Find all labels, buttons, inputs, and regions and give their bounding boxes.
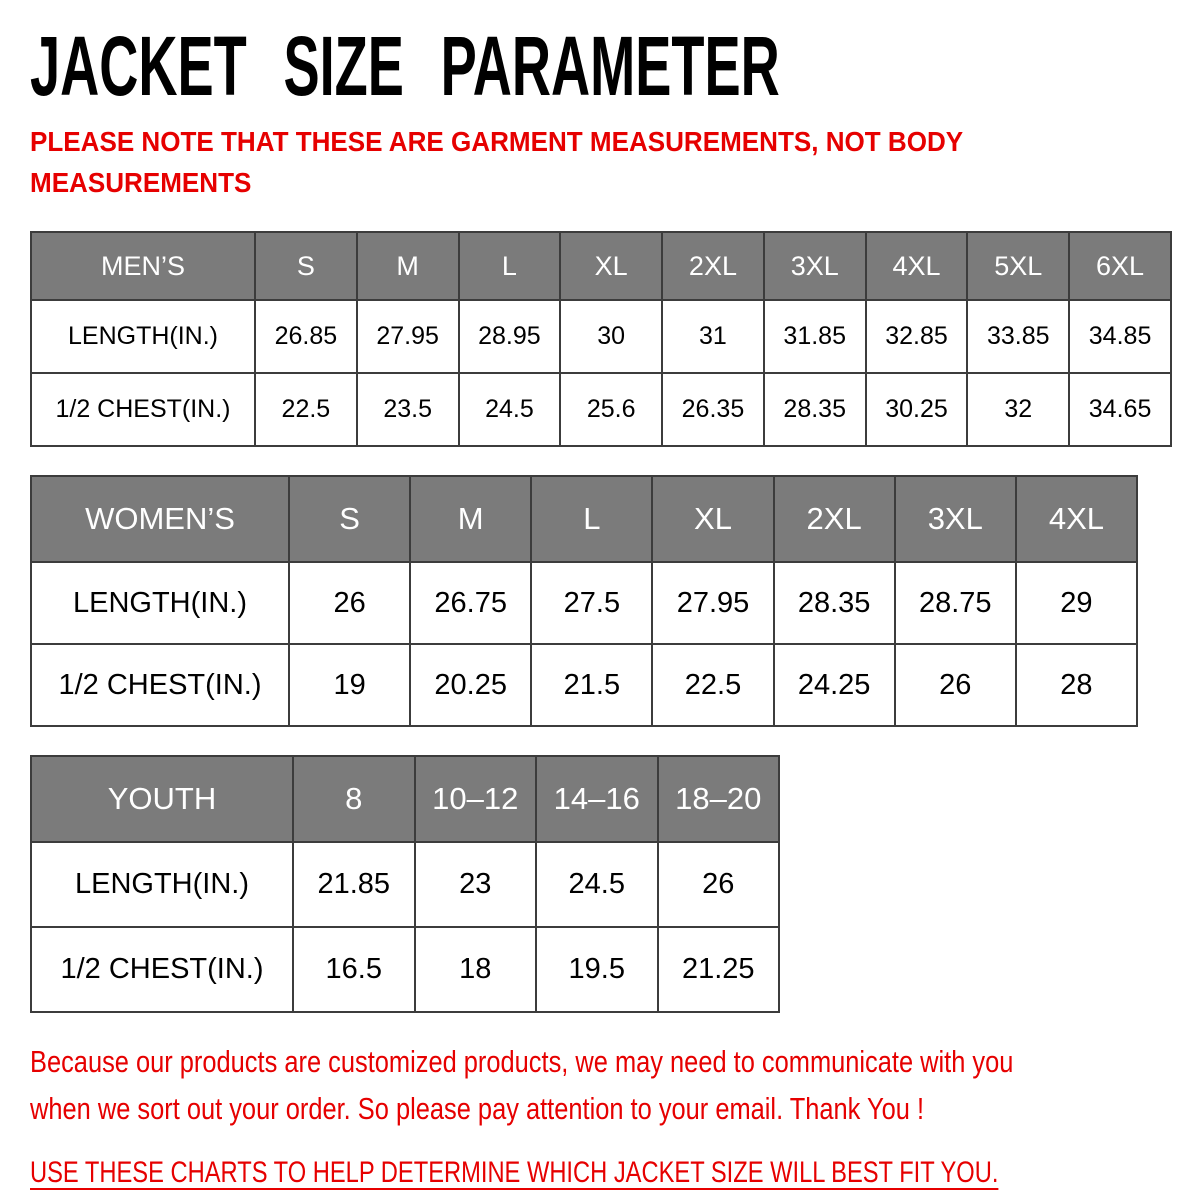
womens-table-title: WOMEN’S [30, 475, 290, 564]
measurement-value: 28.75 [893, 561, 1017, 646]
mens-size-column-header: 6XL [1068, 231, 1172, 302]
measurement-value: 33.85 [966, 299, 1071, 375]
measurement-value: 28.95 [457, 299, 562, 375]
measurement-value: 27.95 [355, 299, 460, 375]
mens-size-column-header: XL [559, 231, 664, 302]
customization-notice-line-2: when we sort out your order. So please p… [30, 1090, 925, 1126]
womens-measurement-row: LENGTH(IN.) 26 26.75 27.5 27.95 28.35 28.75 29 [30, 561, 1139, 646]
youth-size-column-header: 14–16 [535, 755, 659, 844]
mens-size-column-header: 2XL [661, 231, 765, 302]
note-line-2: MEASUREMENTS [30, 166, 252, 198]
measurement-value: 24.5 [457, 372, 562, 448]
measurement-value: 28 [1014, 643, 1139, 728]
measurement-value: 26 [287, 561, 412, 646]
womens-measurement-row: 1/2 CHEST(IN.) 19 20.25 21.5 22.5 24.25 26 28 [30, 643, 1139, 728]
measurement-value: 32.85 [864, 299, 969, 375]
womens-size-column-header: S [287, 475, 412, 564]
mens-header-row: MEN’S S M L XL 2XL 3XL 4XL 5XL 6XL [30, 231, 1172, 302]
measurement-value: 21.5 [530, 643, 654, 728]
youth-size-column-header: 10–12 [413, 755, 537, 844]
measurement-value: 34.65 [1068, 372, 1172, 448]
measurement-value: 21.85 [292, 841, 416, 929]
measurement-value: 29 [1014, 561, 1139, 646]
measurement-value: 22.5 [651, 643, 775, 728]
youth-size-table: YOUTH 8 10–12 14–16 18–20 LENGTH(IN.) 21.85 23… [30, 755, 780, 1014]
row-label: 1/2 CHEST(IN.) [30, 926, 294, 1014]
womens-size-column-header: XL [651, 475, 775, 564]
measurement-value: 26.35 [661, 372, 765, 448]
womens-size-column-header: 3XL [893, 475, 1017, 564]
youth-measurement-row: LENGTH(IN.) 21.85 23 24.5 26 [30, 841, 780, 929]
measurement-value: 26 [893, 643, 1017, 728]
measurement-value: 24.5 [535, 841, 659, 929]
measurement-value: 19 [287, 643, 412, 728]
mens-size-column-header: S [254, 231, 358, 302]
youth-table-title: YOUTH [30, 755, 294, 844]
measurement-value: 27.95 [651, 561, 775, 646]
row-label: 1/2 CHEST(IN.) [30, 643, 290, 728]
measurement-value: 26.85 [254, 299, 358, 375]
note-line-1: PLEASE NOTE THAT THESE ARE GARMENT MEASU… [30, 126, 964, 157]
measurement-value: 22.5 [254, 372, 358, 448]
measurement-value: 28.35 [762, 372, 867, 448]
customization-notice: Because our products are customized prod… [30, 1039, 1014, 1132]
measurement-value: 30 [559, 299, 664, 375]
measurement-value: 24.25 [772, 643, 896, 728]
row-label: LENGTH(IN.) [30, 841, 294, 929]
youth-size-column-header: 18–20 [656, 755, 780, 844]
measurement-value: 16.5 [292, 926, 416, 1014]
mens-size-column-header: 4XL [864, 231, 969, 302]
measurement-value: 32 [966, 372, 1071, 448]
mens-size-column-header: L [457, 231, 562, 302]
measurement-value: 20.25 [409, 643, 533, 728]
womens-header-row: WOMEN’S S M L XL 2XL 3XL 4XL [30, 475, 1139, 564]
measurement-value: 21.25 [656, 926, 780, 1014]
measurement-value: 19.5 [535, 926, 659, 1014]
customization-notice-line-1: Because our products are customized prod… [30, 1044, 1014, 1080]
mens-size-column-header: M [355, 231, 460, 302]
youth-size-column-header: 8 [292, 755, 416, 844]
measurement-value: 23 [413, 841, 537, 929]
womens-size-column-header: 4XL [1014, 475, 1139, 564]
chart-usage-advice: USE THESE CHARTS TO HELP DETERMINE WHICH… [30, 1156, 999, 1190]
measurement-value: 31.85 [762, 299, 867, 375]
row-label: 1/2 CHEST(IN.) [30, 372, 256, 448]
womens-size-table: WOMEN’S S M L XL 2XL 3XL 4XL LENGTH(IN.) 26 26.75… [30, 475, 1139, 728]
mens-size-column-header: 5XL [966, 231, 1071, 302]
womens-size-column-header: M [409, 475, 533, 564]
mens-measurement-row: LENGTH(IN.) 26.85 27.95 28.95 30 31 31.85 32.85… [30, 299, 1172, 375]
measurement-value: 30.25 [864, 372, 969, 448]
youth-measurement-row: 1/2 CHEST(IN.) 16.5 18 19.5 21.25 [30, 926, 780, 1014]
mens-size-column-header: 3XL [762, 231, 867, 302]
measurement-value: 26 [656, 841, 780, 929]
measurement-value: 27.5 [530, 561, 654, 646]
measurement-value: 23.5 [355, 372, 460, 448]
measurement-value: 25.6 [559, 372, 664, 448]
measurement-value: 31 [661, 299, 765, 375]
measurement-value: 28.35 [772, 561, 896, 646]
page-title: JACKET SIZE PARAMETER [30, 19, 780, 113]
womens-size-column-header: L [530, 475, 654, 564]
womens-size-column-header: 2XL [772, 475, 896, 564]
youth-header-row: YOUTH 8 10–12 14–16 18–20 [30, 755, 780, 844]
mens-measurement-row: 1/2 CHEST(IN.) 22.5 23.5 24.5 25.6 26.35 28.35… [30, 372, 1172, 448]
measurement-value: 18 [413, 926, 537, 1014]
measurement-value: 34.85 [1068, 299, 1172, 375]
garment-measurement-note: PLEASE NOTE THAT THESE ARE GARMENT MEASU… [30, 122, 1118, 203]
mens-size-table: MEN’S S M L XL 2XL 3XL 4XL 5XL 6XL LENGTH(IN.) 26.… [30, 231, 1172, 448]
row-label: LENGTH(IN.) [30, 299, 256, 375]
measurement-value: 26.75 [409, 561, 533, 646]
mens-table-title: MEN’S [30, 231, 256, 302]
row-label: LENGTH(IN.) [30, 561, 290, 646]
